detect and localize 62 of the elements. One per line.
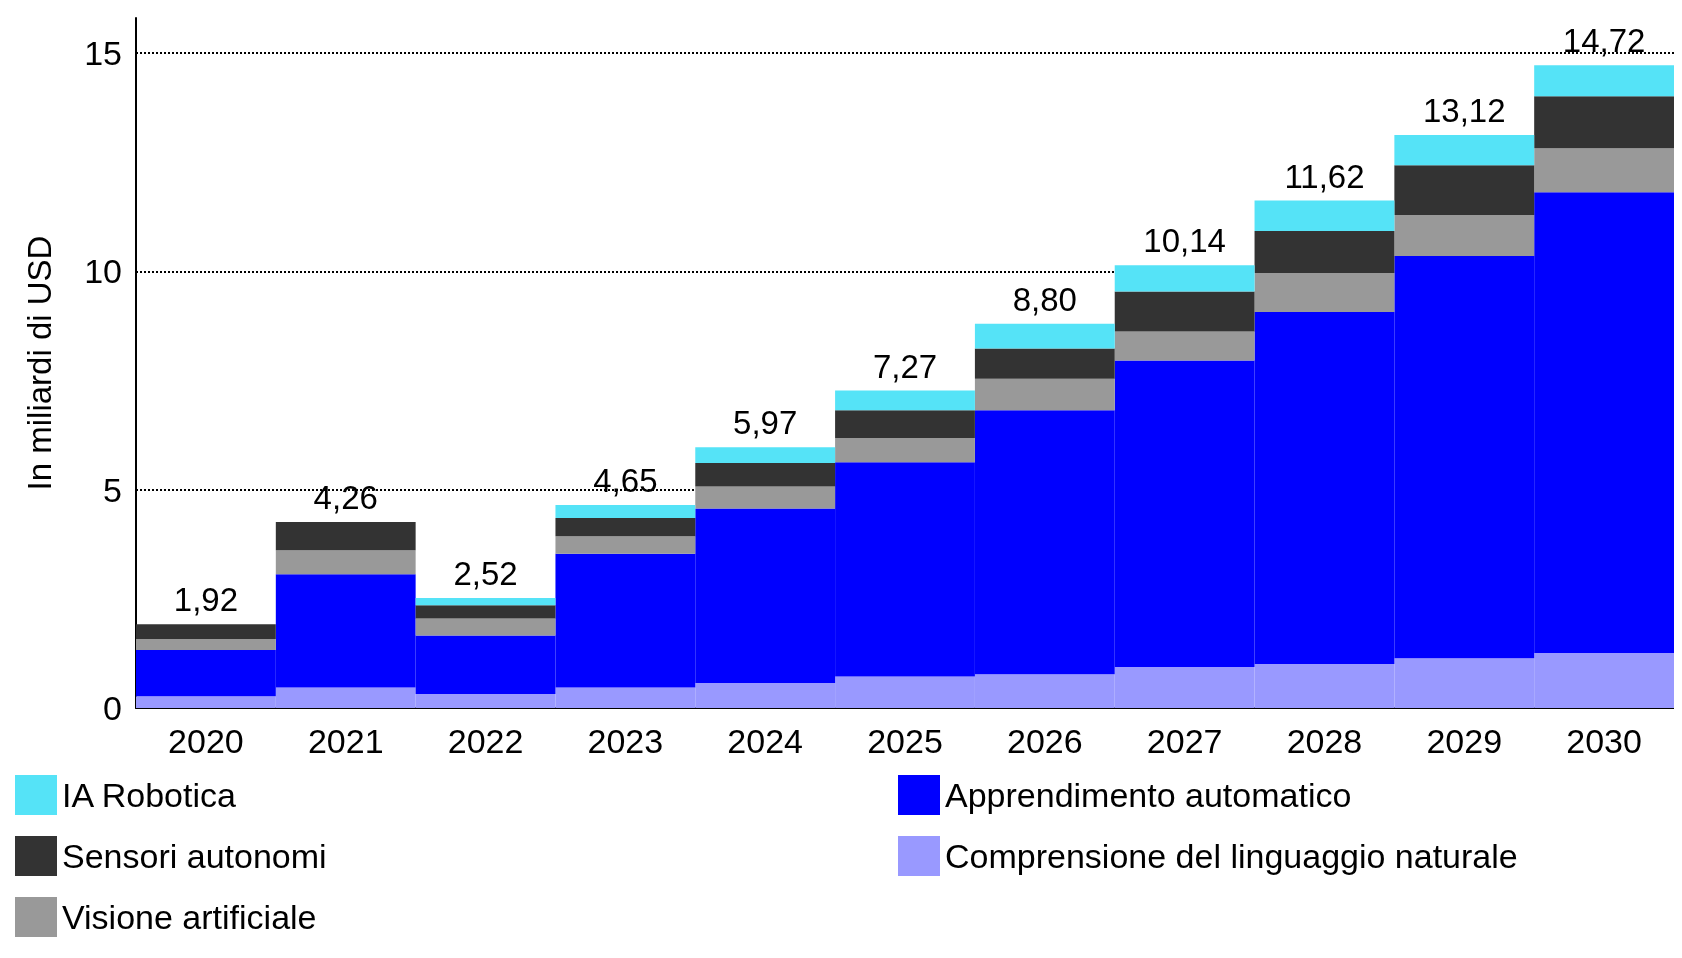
y-tick-label: 10 (84, 252, 122, 291)
bar (275, 521, 416, 551)
legend-label: Sensori autonomi (62, 837, 327, 875)
y-tick-label: 15 (84, 33, 122, 72)
x-tick-label: 2027 (1146, 722, 1223, 760)
bar (1534, 96, 1674, 149)
bar (695, 463, 836, 487)
legend-label: Visione artificiale (62, 898, 317, 936)
x-tick-label: 2022 (447, 722, 524, 760)
bar (275, 550, 416, 575)
x-tick-label: 2029 (1426, 722, 1503, 760)
x-tick-label: 2020 (168, 722, 244, 760)
legend-label: Apprendimento automatico (945, 776, 1352, 814)
y-tick-label: 0 (103, 689, 122, 727)
bar (555, 536, 696, 554)
x-tick-label: 2030 (1566, 722, 1642, 760)
total-label: 11,62 (1284, 157, 1365, 195)
bar (1114, 331, 1255, 361)
total-label: 7,27 (872, 347, 938, 385)
bar (555, 504, 696, 519)
total-label: 1,92 (173, 581, 239, 619)
y-axis-title: In miliardi di USD (21, 235, 58, 491)
bar (1114, 291, 1255, 332)
bar (695, 447, 836, 464)
bar (1394, 214, 1535, 257)
bar (415, 618, 556, 636)
x-tick-label: 2023 (587, 722, 664, 760)
total-label: 5,97 (733, 404, 798, 442)
bar (1534, 148, 1674, 193)
bar (1394, 135, 1535, 166)
bar (1254, 273, 1395, 312)
y-tick-label: 5 (103, 470, 122, 509)
bar (835, 390, 975, 411)
total-label: 10,14 (1143, 222, 1226, 260)
bar (1394, 165, 1535, 215)
x-tick-label: 2028 (1286, 722, 1363, 760)
total-label: 4,26 (313, 478, 378, 516)
total-label: 2,52 (453, 554, 518, 592)
x-tick-label: 2025 (867, 722, 943, 760)
bar (136, 624, 276, 639)
bar (1254, 200, 1395, 232)
total-label: 14,72 (1562, 22, 1646, 60)
bar (974, 323, 1115, 349)
x-tick-label: 2021 (307, 722, 384, 760)
bar (695, 486, 836, 509)
bar (1534, 65, 1674, 97)
bar (835, 410, 975, 439)
bar (136, 639, 276, 650)
total-label: 8,80 (1012, 280, 1077, 318)
x-tick-label: 2026 (1007, 722, 1083, 760)
bar (974, 348, 1115, 379)
total-label: 13,12 (1422, 92, 1506, 130)
bar (1254, 231, 1395, 274)
bar (1114, 265, 1255, 292)
bar (555, 518, 696, 537)
legend-label: IA Robotica (62, 776, 236, 814)
bar (415, 597, 556, 606)
x-tick-label: 2024 (727, 722, 803, 760)
legend-label: Comprensione del linguaggio naturale (945, 837, 1518, 875)
bar (974, 378, 1115, 411)
bar (415, 605, 556, 619)
bar (835, 438, 975, 463)
